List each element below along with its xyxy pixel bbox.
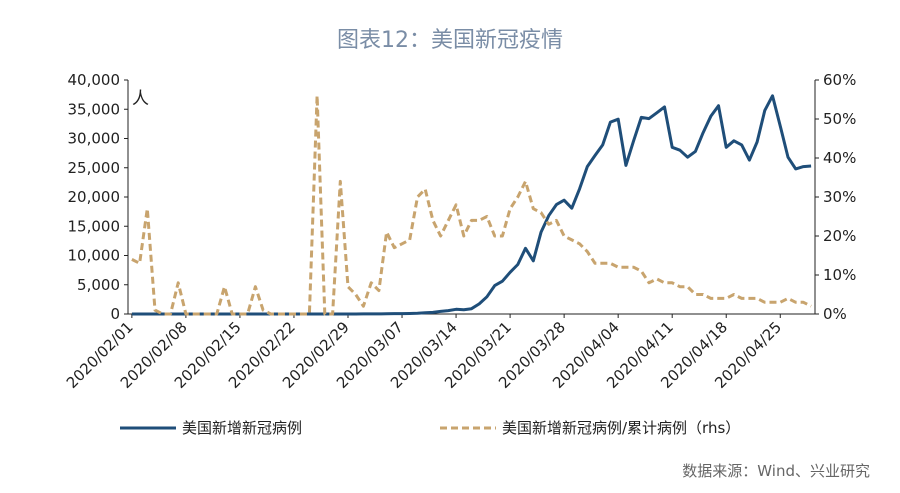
series-layer	[131, 94, 812, 316]
series-new-cases-line	[131, 94, 812, 316]
right-tick-label: 0%	[823, 305, 847, 323]
left-axis: 0 5,000 10,000 15,000 20,000 25,000 30,000 35,0…	[68, 71, 129, 323]
left-tick-label: 0	[110, 305, 120, 323]
source-note: 数据来源：Wind、兴业研究	[682, 462, 870, 480]
right-tick-label: 60%	[823, 71, 856, 89]
left-tick-label: 25,000	[68, 159, 121, 177]
right-tick-label: 10%	[823, 266, 856, 284]
right-tick-label: 30%	[823, 188, 856, 206]
chart-title: 图表12：美国新冠疫情	[337, 28, 563, 53]
legend: 美国新增新冠病例 美国新增新冠病例/累计病例（rhs）	[120, 419, 740, 437]
left-tick-label: 30,000	[68, 130, 121, 148]
right-tick-label: 20%	[823, 227, 856, 245]
unit-label: 人	[132, 89, 149, 109]
left-tick-label: 15,000	[68, 217, 121, 235]
series-ratio-line	[131, 94, 812, 316]
right-axis: 0% 10% 20% 30% 40% 50% 60%	[814, 71, 856, 323]
x-axis: 2020/02/012020/02/082020/02/152020/02/22…	[63, 313, 815, 392]
left-tick-label: 5,000	[77, 276, 120, 294]
right-tick-label: 40%	[823, 149, 856, 167]
left-tick-label: 40,000	[68, 71, 121, 89]
left-tick-label: 10,000	[68, 247, 121, 265]
left-tick-label: 35,000	[68, 100, 121, 118]
legend-label-new-cases: 美国新增新冠病例	[182, 419, 302, 437]
right-tick-label: 50%	[823, 110, 856, 128]
legend-label-ratio: 美国新增新冠病例/累计病例（rhs）	[502, 419, 740, 437]
left-tick-label: 20,000	[68, 188, 121, 206]
